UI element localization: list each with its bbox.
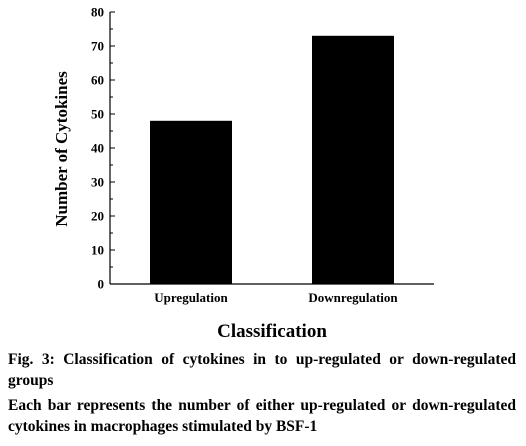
bar-upregulation <box>150 120 232 284</box>
figure-caption-text: Each bar represents the number of either… <box>8 397 516 435</box>
y-tick-label-10: 10 <box>91 243 104 258</box>
bar-downregulation <box>312 35 394 284</box>
bar-chart: Upregulation Downregulation 0 10 20 30 40 50 60 7… <box>52 5 434 342</box>
y-tick-label-70: 70 <box>91 39 104 54</box>
y-tick-label-60: 60 <box>91 73 104 88</box>
figure-caption-title: Fig. 3: Classification of cytokines in t… <box>8 351 516 389</box>
x-tick-label-upregulation: Upregulation <box>154 290 228 305</box>
x-axis-title: Classification <box>217 321 327 342</box>
plot-area: Upregulation Downregulation 0 10 20 30 40 50 60 7… <box>91 5 434 305</box>
y-tick-label-50: 50 <box>91 107 104 122</box>
y-tick-label-0: 0 <box>98 277 105 292</box>
y-tick-label-30: 30 <box>91 175 104 190</box>
y-axis-title: Number of Cytokines <box>52 71 71 227</box>
y-tick-label-80: 80 <box>91 5 104 20</box>
y-tick-label-40: 40 <box>91 141 104 156</box>
x-tick-label-downregulation: Downregulation <box>308 290 398 305</box>
y-tick-label-20: 20 <box>91 209 104 224</box>
